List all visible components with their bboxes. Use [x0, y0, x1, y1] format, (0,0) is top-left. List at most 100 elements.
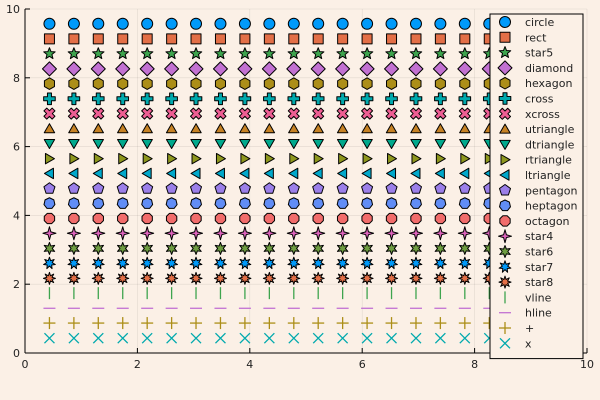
legend-marker-pentagon	[498, 184, 512, 196]
point-star4-13	[360, 226, 375, 241]
series-star5	[43, 47, 569, 60]
point-utriangle-11	[312, 123, 324, 134]
point-star4-15	[408, 226, 423, 241]
point-dtriangle-9	[263, 139, 276, 149]
point-cross-11	[311, 92, 325, 106]
legend-label-star6: star6	[525, 246, 553, 259]
point-octagon-9	[263, 212, 276, 225]
point-circle-17	[458, 17, 471, 30]
point-star8-8	[238, 271, 252, 285]
legend-marker-dtriangle	[499, 139, 511, 150]
point-rtriangle-5	[167, 152, 178, 165]
point-plus-12	[336, 317, 349, 330]
point-circle-6	[190, 17, 203, 30]
point-rect-16	[434, 33, 446, 45]
point-hexagon-1	[68, 77, 80, 90]
point-dtriangle-8	[239, 139, 251, 149]
legend-marker-star4	[498, 229, 512, 244]
point-utriangle-9	[263, 123, 276, 134]
point-ltriangle-4	[141, 167, 152, 180]
point-xcross-13	[361, 107, 374, 120]
point-rect-4	[141, 33, 153, 45]
point-diamond-17	[457, 61, 473, 77]
point-rect-7	[214, 33, 226, 45]
legend-label-star5: star5	[525, 47, 553, 60]
point-star5-4	[140, 47, 154, 60]
legend-label-ltriangle: ltriangle	[525, 169, 571, 182]
point-hexagon-12	[337, 77, 349, 90]
point-x-5	[166, 332, 178, 344]
point-rtriangle-10	[289, 152, 300, 165]
legend-label-octagon: octagon	[525, 215, 570, 228]
point-rect-3	[117, 33, 129, 45]
point-pentagon-3	[116, 182, 129, 194]
y-tick-label-3: 6	[13, 141, 20, 154]
point-star4-9	[262, 226, 277, 241]
legend-marker-x	[499, 337, 511, 349]
point-pentagon-1	[67, 182, 80, 194]
point-octagon-2	[92, 212, 104, 225]
point-hexagon-3	[117, 77, 129, 90]
point-hexagon-11	[312, 77, 324, 90]
point-circle-9	[263, 17, 276, 30]
point-star8-13	[360, 271, 374, 285]
legend-marker-utriangle	[499, 123, 511, 134]
point-xcross-16	[434, 107, 447, 120]
point-star7-3	[116, 256, 130, 270]
point-heptagon-0	[43, 197, 56, 209]
point-star8-9	[262, 271, 276, 285]
point-cross-4	[140, 92, 154, 106]
point-xcross-2	[92, 107, 105, 120]
legend-marker-diamond	[497, 60, 513, 76]
point-utriangle-12	[336, 123, 349, 134]
point-star6-13	[361, 241, 373, 255]
point-circle-11	[312, 17, 325, 30]
point-x-17	[459, 332, 471, 344]
point-star5-15	[409, 47, 423, 60]
point-dtriangle-6	[190, 139, 202, 149]
point-xcross-0	[43, 107, 56, 120]
point-ltriangle-17	[459, 167, 470, 180]
point-octagon-14	[385, 212, 398, 225]
legend-label-xcross: xcross	[525, 108, 560, 121]
point-x-6	[190, 332, 202, 344]
legend-label-hline: hline	[525, 307, 552, 320]
point-star7-6	[189, 256, 203, 270]
point-pentagon-11	[312, 182, 325, 194]
point-x-1	[68, 332, 80, 344]
point-star7-2	[91, 256, 105, 270]
point-plus-4	[141, 317, 154, 330]
series-vline	[48, 287, 564, 300]
point-ltriangle-9	[263, 167, 274, 180]
point-star8-5	[165, 271, 179, 285]
legend-marker-plus	[499, 322, 511, 334]
point-x-12	[337, 332, 349, 344]
point-heptagon-9	[263, 197, 276, 209]
point-star7-4	[140, 256, 154, 270]
legend-label-circle: circle	[525, 16, 554, 29]
point-cross-2	[91, 92, 105, 106]
point-star4-14	[384, 226, 399, 241]
point-diamond-7	[212, 61, 228, 77]
point-x-13	[361, 332, 373, 344]
point-pentagon-0	[43, 182, 56, 194]
point-star6-9	[263, 241, 276, 255]
point-heptagon-10	[287, 197, 300, 209]
point-star8-6	[189, 271, 203, 285]
point-star4-12	[335, 226, 350, 241]
point-heptagon-7	[214, 197, 227, 209]
legend-marker-cross	[498, 92, 512, 105]
point-rtriangle-12	[338, 152, 349, 165]
point-plus-10	[287, 317, 300, 330]
legend-label-vline: vline	[525, 291, 552, 304]
point-diamond-8	[237, 61, 253, 77]
point-diamond-14	[384, 61, 400, 77]
legend-label-x: x	[525, 337, 532, 350]
point-rtriangle-17	[460, 152, 471, 165]
point-cross-8	[238, 92, 252, 106]
point-heptagon-3	[116, 197, 129, 209]
point-octagon-13	[361, 212, 373, 225]
series-circle	[43, 17, 569, 30]
point-octagon-4	[141, 212, 153, 225]
point-xcross-15	[409, 107, 422, 120]
